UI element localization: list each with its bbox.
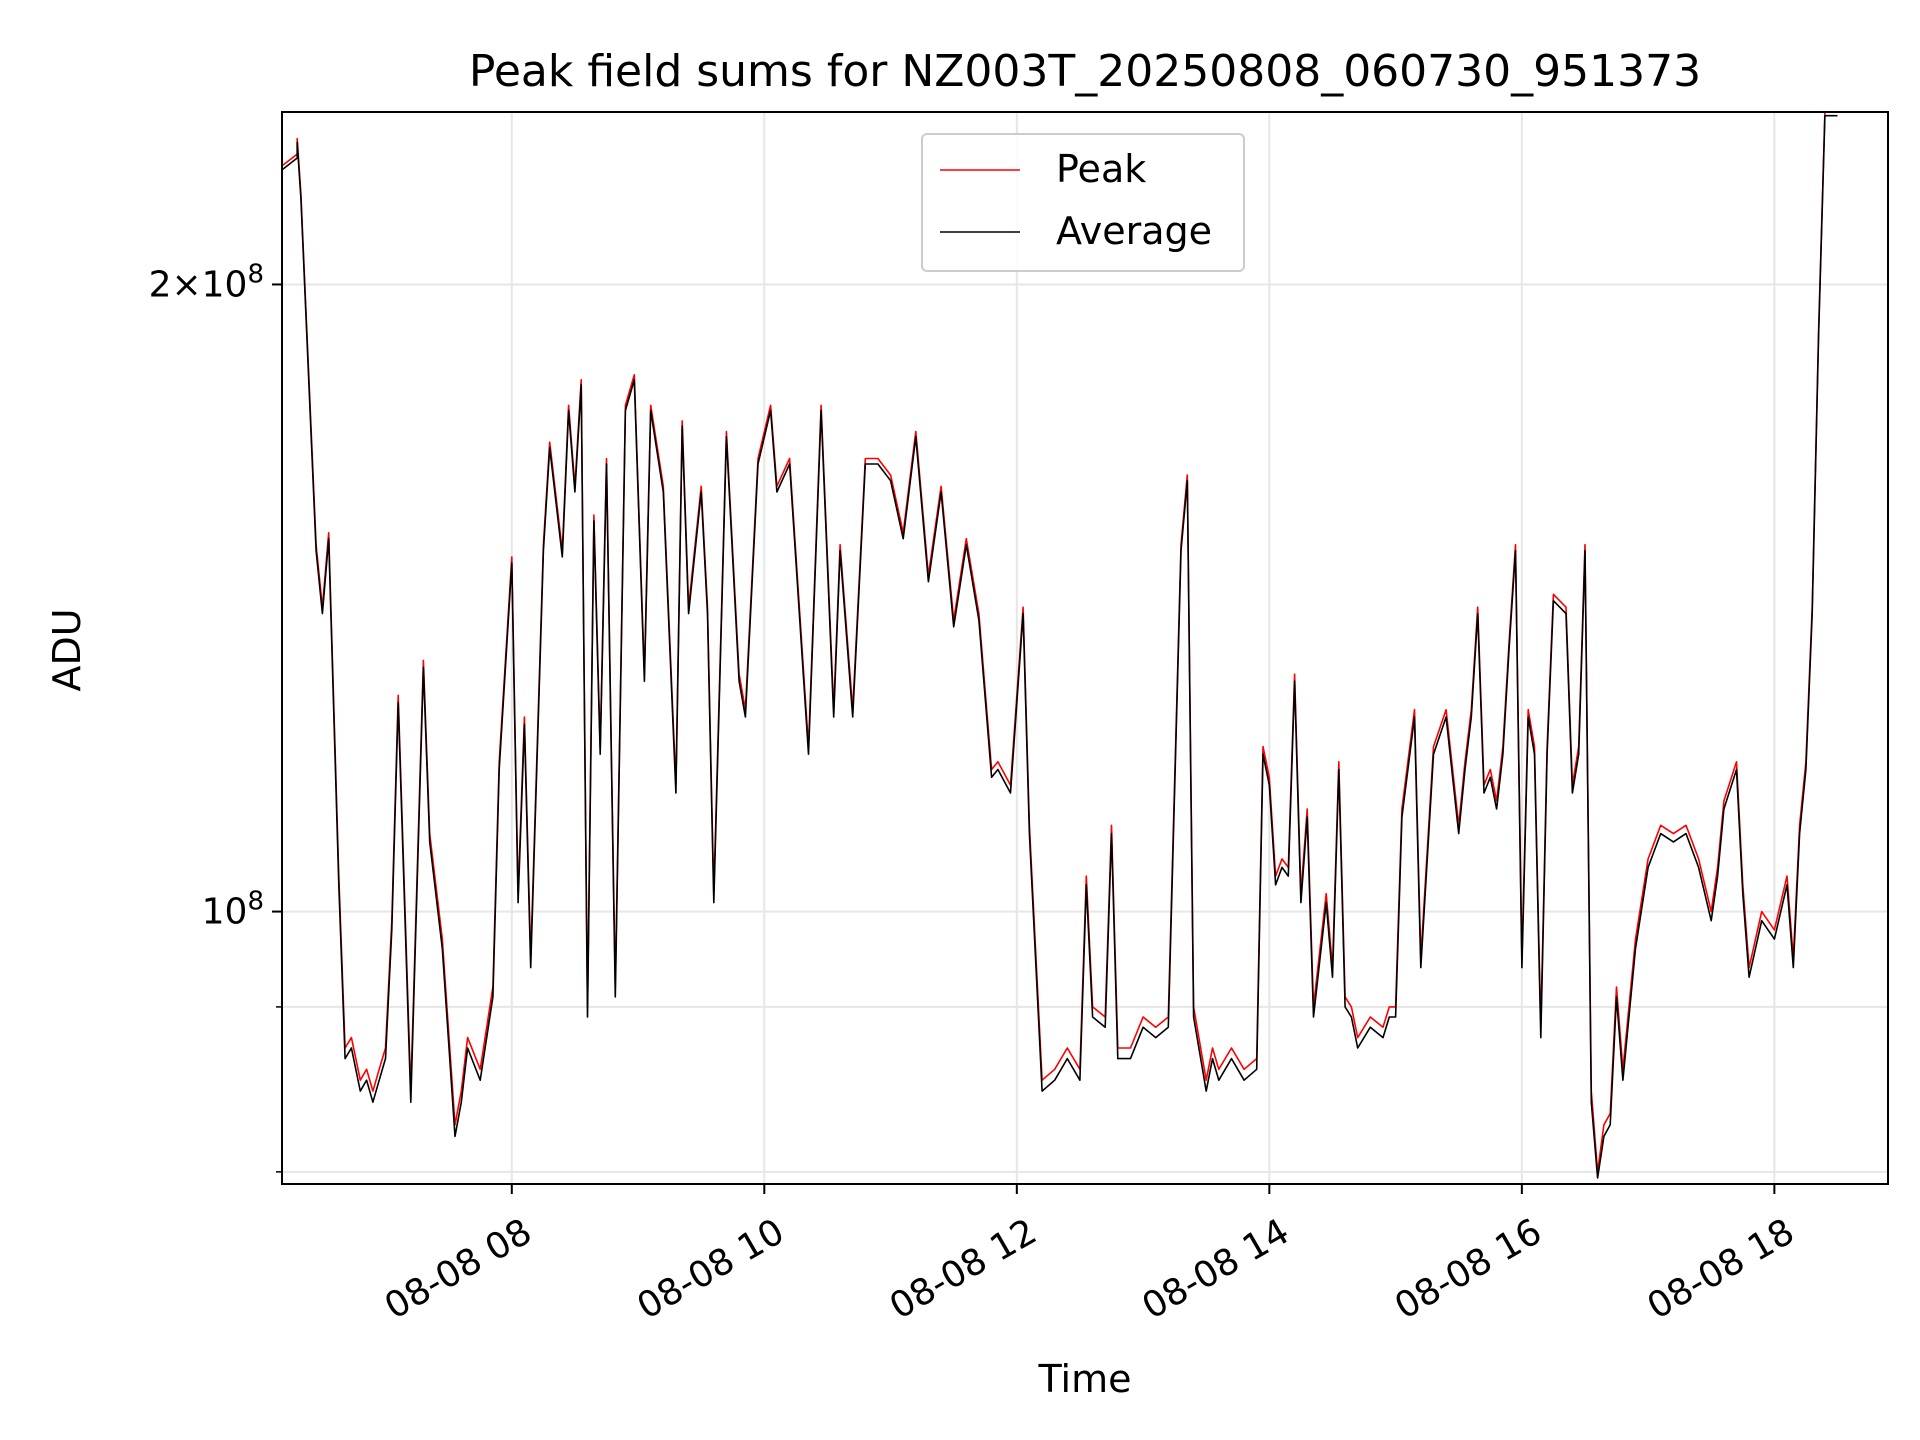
legend-label-peak: Peak bbox=[1056, 147, 1146, 191]
y-axis-label: ADU bbox=[45, 608, 89, 691]
y-tick-label: 108 bbox=[202, 887, 264, 933]
legend-label-average: Average bbox=[1056, 209, 1212, 253]
y-tick-exp: 8 bbox=[247, 887, 264, 917]
y-tick-label: 2×108 bbox=[149, 259, 264, 305]
y-tick-base: 10 bbox=[202, 264, 248, 305]
y-tick-coef: 2× bbox=[149, 264, 202, 305]
legend-box bbox=[921, 133, 1245, 272]
chart-title: Peak field sums for NZ003T_20250808_0607… bbox=[469, 46, 1701, 97]
x-axis-label: Time bbox=[1038, 1357, 1132, 1401]
axes-frame bbox=[281, 111, 1889, 1185]
y-tick-exp: 8 bbox=[247, 259, 264, 289]
legend: Peak Average bbox=[921, 133, 1245, 272]
series-line-average bbox=[282, 114, 1838, 1179]
y-tick-base: 10 bbox=[202, 892, 248, 933]
grid bbox=[282, 112, 1888, 1184]
plot-area bbox=[282, 112, 1838, 1179]
